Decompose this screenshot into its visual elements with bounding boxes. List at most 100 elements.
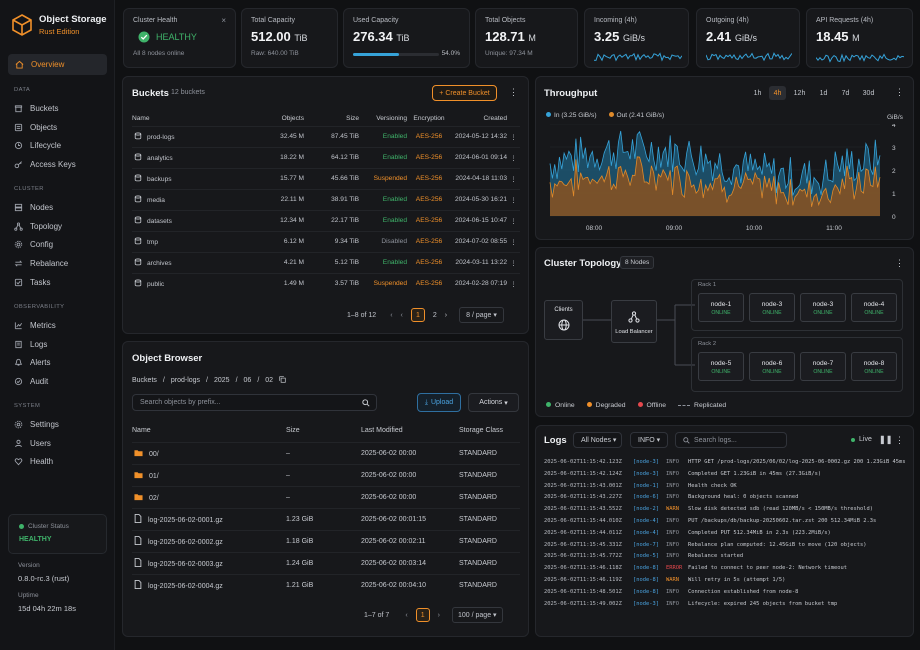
- more-icon[interactable]: ⋮: [895, 258, 904, 268]
- row-more-icon[interactable]: ⋮: [507, 230, 520, 252]
- table-row[interactable]: 02/ – 2025-06-02 00:00 STANDARD: [132, 485, 520, 508]
- breadcrumb-item[interactable]: 2025: [214, 377, 230, 384]
- range-7d[interactable]: 7d: [841, 89, 850, 97]
- object-name[interactable]: log-2025-06-02-0004.gz: [148, 583, 223, 591]
- row-more-icon[interactable]: ⋮: [507, 167, 520, 189]
- table-row[interactable]: 00/ – 2025-06-02 00:00 STANDARD: [132, 441, 520, 464]
- breadcrumb-item[interactable]: 06: [243, 377, 252, 384]
- table-row[interactable]: media 22.11 M 38.91 TiB Enabled AES-256 2024-…: [132, 188, 520, 210]
- log-row[interactable]: 2025-06-02T11:15:45.331Z [node-7] INFO Reba…: [544, 542, 914, 554]
- live-indicator[interactable]: Live: [851, 436, 872, 443]
- log-search-input[interactable]: Search logs...: [675, 432, 787, 448]
- topology-node[interactable]: node-5 ONLINE: [698, 352, 744, 381]
- table-row[interactable]: 01/ – 2025-06-02 00:00 STANDARD: [132, 463, 520, 486]
- table-row[interactable]: log-2025-06-02-0004.gz 1.21 GiB 2025-06-02…: [132, 573, 520, 596]
- sidebar-item-topology[interactable]: Topology: [14, 222, 62, 231]
- column-header[interactable]: Name: [132, 427, 151, 435]
- topology-node[interactable]: node-6 ONLINE: [749, 352, 795, 381]
- copy-icon[interactable]: [279, 376, 286, 385]
- level-filter-select[interactable]: INFO ▾: [630, 432, 668, 448]
- sidebar-item-audit[interactable]: Audit: [14, 377, 48, 386]
- bucket-name[interactable]: public: [147, 281, 165, 289]
- log-row[interactable]: 2025-06-02T11:15:42.124Z [node-3] INFO Comp…: [544, 471, 914, 483]
- more-icon[interactable]: ⋮: [509, 87, 518, 97]
- log-row[interactable]: 2025-06-02T11:15:44.010Z [node-4] INFO PUT …: [544, 518, 914, 530]
- table-row[interactable]: public 1.49 M 3.57 TiB Suspended AES-256 2024…: [132, 272, 520, 294]
- table-row[interactable]: datasets 12.34 M 22.17 TiB Enabled AES-256 20…: [132, 209, 520, 231]
- sidebar-item-access-keys[interactable]: Access Keys: [14, 160, 76, 169]
- bucket-name[interactable]: analytics: [147, 155, 173, 162]
- chevron-left-icon[interactable]: ‹: [400, 311, 403, 319]
- column-header[interactable]: Encryption: [413, 114, 445, 122]
- bucket-name[interactable]: backups: [147, 176, 172, 183]
- column-header[interactable]: Size: [286, 427, 300, 435]
- log-row[interactable]: 2025-06-02T11:15:43.552Z [node-2] WARN Slow…: [544, 506, 914, 518]
- column-header[interactable]: Storage Class: [459, 427, 503, 435]
- column-header[interactable]: Created: [483, 114, 507, 122]
- log-row[interactable]: 2025-06-02T11:15:44.011Z [node-4] INFO Comp…: [544, 530, 914, 542]
- column-header[interactable]: Last Modified: [361, 427, 403, 435]
- log-row[interactable]: 2025-06-02T11:15:46.118Z [node-8] ERROR Fai…: [544, 565, 914, 577]
- chevron-left-icon[interactable]: ‹: [405, 611, 408, 619]
- table-row[interactable]: tmp 6.12 M 9.34 TiB Disabled AES-256 2024-07-…: [132, 230, 520, 252]
- log-row[interactable]: 2025-06-02T11:15:46.119Z [node-8] WARN Will…: [544, 577, 914, 589]
- row-more-icon[interactable]: ⋮: [507, 188, 520, 210]
- row-more-icon[interactable]: ⋮: [507, 251, 520, 273]
- row-more-icon[interactable]: ⋮: [507, 272, 520, 294]
- column-header[interactable]: Versioning: [376, 114, 407, 122]
- log-row[interactable]: 2025-06-02T11:15:48.501Z [node-8] INFO Conn…: [544, 589, 914, 601]
- topology-node[interactable]: node-1 ONLINE: [698, 293, 744, 322]
- sidebar-item-buckets[interactable]: Buckets: [14, 104, 58, 113]
- bucket-name[interactable]: prod-logs: [147, 134, 175, 141]
- chevron-right-icon[interactable]: ›: [444, 311, 448, 319]
- range-12h[interactable]: 12h: [793, 89, 806, 97]
- row-more-icon[interactable]: ⋮: [507, 209, 520, 231]
- log-row[interactable]: 2025-06-02T11:15:49.002Z [node-3] INFO Life…: [544, 601, 914, 613]
- bucket-name[interactable]: media: [147, 197, 165, 204]
- breadcrumb-item[interactable]: 02: [265, 377, 274, 384]
- log-row[interactable]: 2025-06-02T11:15:42.123Z [node-3] INFO HTTP…: [544, 459, 914, 471]
- sidebar-item-rebalance[interactable]: Rebalance: [14, 259, 68, 268]
- table-row[interactable]: log-2025-06-02-0001.gz 1.23 GiB 2025-06-02…: [132, 507, 520, 530]
- create-bucket-button[interactable]: + Create Bucket: [432, 85, 497, 101]
- sidebar-item-objects[interactable]: Objects: [14, 123, 57, 132]
- page-button[interactable]: 1: [410, 308, 425, 322]
- load-balancer-node[interactable]: Load Balancer: [611, 300, 657, 343]
- log-row[interactable]: 2025-06-02T11:15:45.772Z [node-5] INFO Reba…: [544, 553, 914, 565]
- table-row[interactable]: backups 15.77 M 45.66 TiB Suspended AES-256 2…: [132, 167, 520, 189]
- topology-node[interactable]: node-4 ONLINE: [851, 293, 897, 322]
- chevron-right-icon[interactable]: ›: [437, 611, 440, 619]
- row-more-icon[interactable]: ⋮: [507, 146, 520, 168]
- page-button[interactable]: 1: [415, 608, 430, 622]
- sidebar-item-config[interactable]: Config: [14, 240, 53, 249]
- table-row[interactable]: prod-logs 32.45 M 87.45 TiB Enabled AES-256 2…: [132, 125, 520, 147]
- topology-node[interactable]: node-7 ONLINE: [800, 352, 846, 381]
- per-page-select[interactable]: 100 / page ▾: [452, 607, 503, 623]
- sidebar-item-lifecycle[interactable]: Lifecycle: [14, 141, 61, 150]
- topology-node[interactable]: node-8 ONLINE: [851, 352, 897, 381]
- range-4h[interactable]: 4h: [769, 86, 786, 100]
- breadcrumb-item[interactable]: Buckets: [132, 377, 157, 384]
- column-header[interactable]: Size: [346, 114, 359, 122]
- object-name[interactable]: log-2025-06-02-0001.gz: [148, 517, 223, 524]
- object-name[interactable]: 02/: [149, 494, 159, 502]
- node-filter-select[interactable]: All Nodes ▾: [573, 432, 622, 448]
- table-row[interactable]: log-2025-06-02-0002.gz 1.18 GiB 2025-06-02…: [132, 529, 520, 552]
- column-header[interactable]: Name: [132, 114, 150, 122]
- bucket-name[interactable]: archives: [147, 260, 172, 267]
- sidebar-item-alerts[interactable]: Alerts: [14, 358, 50, 367]
- object-name[interactable]: log-2025-06-02-0003.gz: [148, 561, 223, 568]
- object-search-input[interactable]: Search objects by prefix...: [132, 394, 377, 411]
- table-row[interactable]: archives 4.21 M 5.12 TiB Enabled AES-256 2024…: [132, 251, 520, 273]
- object-name[interactable]: log-2025-06-02-0002.gz: [148, 539, 223, 546]
- actions-button[interactable]: Actions ▾: [468, 393, 519, 412]
- breadcrumb-item[interactable]: prod-logs: [170, 377, 201, 384]
- sidebar-item-users[interactable]: Users: [14, 439, 51, 448]
- table-row[interactable]: analytics 18.22 M 64.12 TiB Enabled AES-256 2…: [132, 146, 520, 168]
- more-icon[interactable]: ⋮: [895, 87, 904, 97]
- clients-node[interactable]: Clients: [544, 300, 583, 340]
- sidebar-item-settings[interactable]: Settings: [14, 420, 59, 429]
- object-name[interactable]: 00/: [149, 450, 159, 458]
- per-page-select[interactable]: 8 / page ▾: [459, 307, 504, 323]
- log-row[interactable]: 2025-06-02T11:15:43.227Z [node-6] INFO Back…: [544, 494, 914, 506]
